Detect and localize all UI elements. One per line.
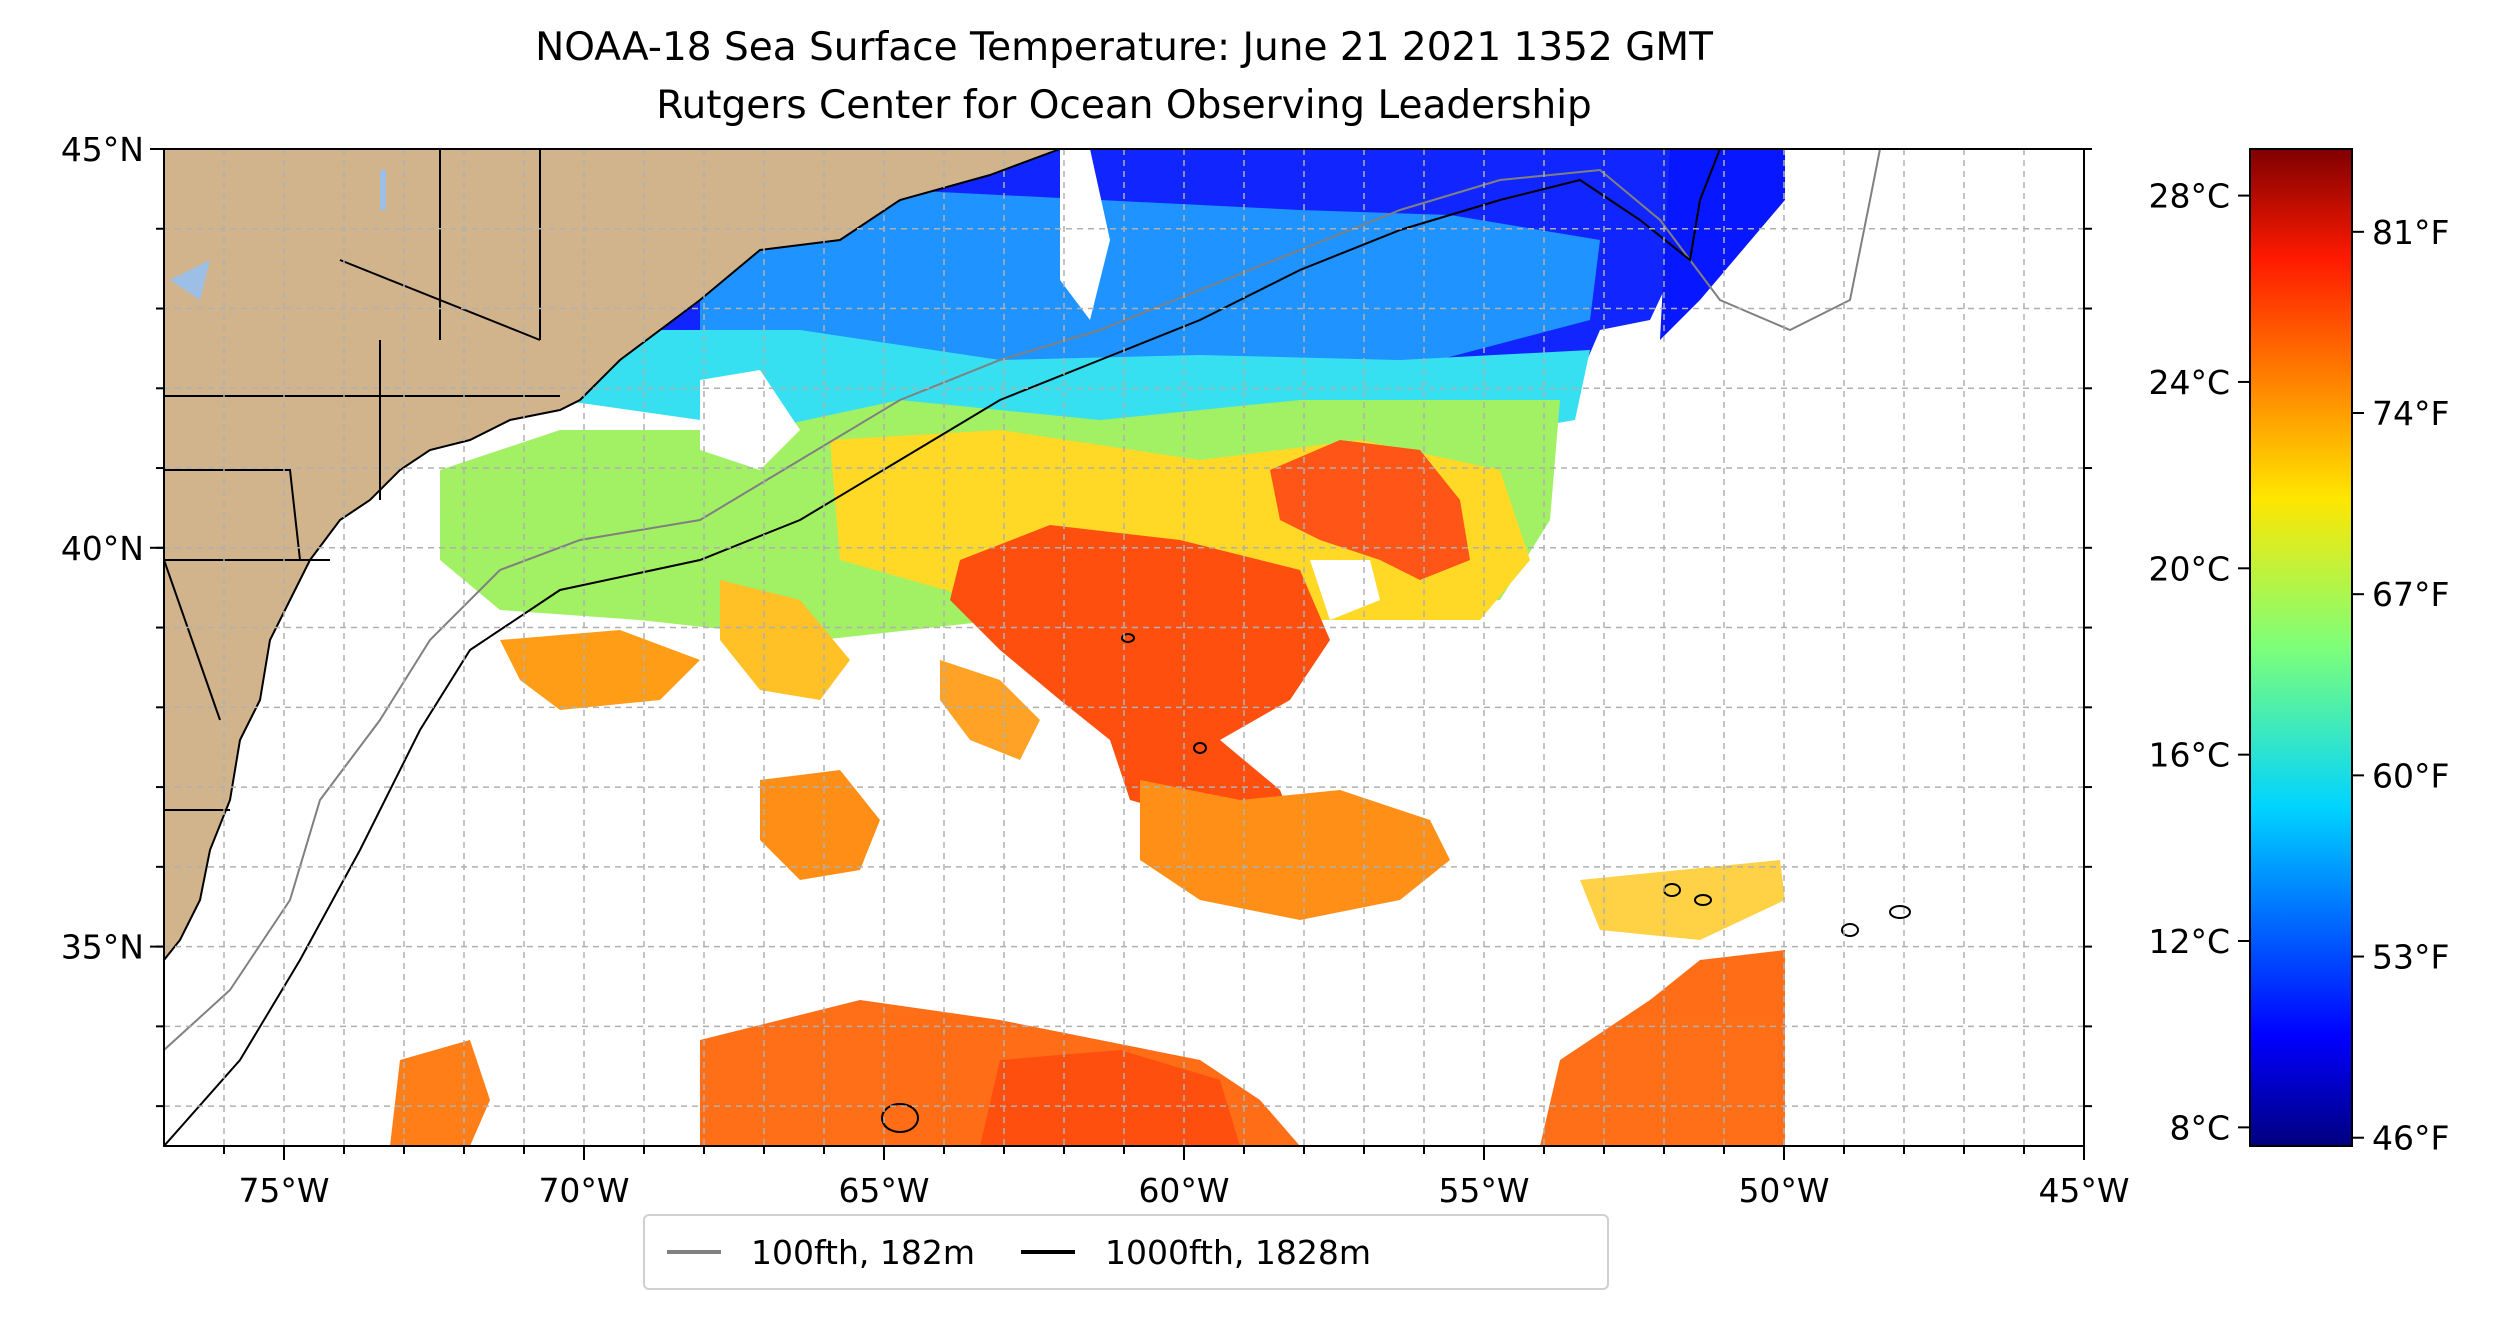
sst-patch xyxy=(390,1040,490,1146)
colorbar-ticks: 8°C 12°C 16°C 20°C 24°C 28°C 46°F 53°F 60°F 67°F 7… xyxy=(2148,177,2449,1158)
legend-item-1000fth: 1000fth, 1828m xyxy=(1021,1233,1371,1272)
sst-patch xyxy=(940,660,1040,760)
legend-swatch-gray xyxy=(667,1250,721,1254)
legend-swatch-black xyxy=(1021,1250,1075,1254)
cloud-gap xyxy=(1060,149,1110,320)
celsius-tick-label: 24°C xyxy=(2148,363,2230,402)
title-line-1: NOAA-18 Sea Surface Temperature: June 21… xyxy=(535,25,1713,70)
isobath-1000fth xyxy=(164,149,1721,1146)
y-tick-label: 35°N xyxy=(61,928,144,967)
map-area xyxy=(164,149,2084,1146)
legend-item-100fth: 100fth, 182m xyxy=(667,1233,975,1272)
x-tick-label: 55°W xyxy=(1438,1171,1529,1210)
sst-gulf-stream-core xyxy=(950,525,1330,860)
fahrenheit-tick-label: 74°F xyxy=(2372,394,2449,433)
sst-warm-eddy-north xyxy=(1270,440,1470,580)
isobath-100fth xyxy=(164,149,1881,1051)
fahrenheit-tick-label: 81°F xyxy=(2372,213,2449,252)
lake xyxy=(380,170,386,210)
lake xyxy=(170,260,210,300)
land-north-america xyxy=(164,149,1061,962)
y-tick-label: 40°N xyxy=(61,529,144,568)
celsius-tick-label: 28°C xyxy=(2148,177,2230,216)
x-tick-label: 65°W xyxy=(838,1171,929,1210)
sst-south-hot xyxy=(980,1050,1240,1146)
x-tick-label: 75°W xyxy=(238,1171,329,1210)
x-tick-label: 60°W xyxy=(1138,1171,1229,1210)
sst-imagery xyxy=(390,149,2084,1146)
sst-patch xyxy=(720,580,850,700)
sst-patch xyxy=(1580,860,1785,940)
graticule xyxy=(164,149,2084,1146)
fahrenheit-tick-label: 67°F xyxy=(2372,575,2449,614)
fahrenheit-tick-label: 60°F xyxy=(2372,756,2449,795)
cloud-gap xyxy=(1310,560,1380,620)
colorbar xyxy=(2249,148,2353,1147)
sst-patch xyxy=(500,630,700,710)
celsius-tick-label: 8°C xyxy=(2169,1108,2230,1147)
no-data-east xyxy=(1785,149,2084,1146)
celsius-tick-label: 16°C xyxy=(2148,736,2230,775)
fahrenheit-tick-label: 53°F xyxy=(2372,938,2449,977)
x-tick-label: 70°W xyxy=(538,1171,629,1210)
sst-patch xyxy=(760,770,880,880)
y-tick-label: 45°N xyxy=(61,130,144,169)
sst-warm-south xyxy=(1140,780,1450,920)
cloud-gap xyxy=(700,370,800,470)
legend-label: 1000fth, 1828m xyxy=(1105,1232,1371,1272)
celsius-tick-label: 20°C xyxy=(2148,549,2230,588)
celsius-tick-label: 12°C xyxy=(2148,922,2230,961)
map-axes: 75°W 70°W 65°W 60°W 55°W 50°W 45°W 35°N 40°N 45°N xyxy=(61,130,2130,1210)
title-line-2: Rutgers Center for Ocean Observing Leade… xyxy=(656,83,1592,128)
sst-cold-east xyxy=(1660,149,1785,340)
sst-cool-band xyxy=(700,190,1600,380)
fahrenheit-tick-label: 46°F xyxy=(2372,1119,2449,1158)
legend-label: 100fth, 182m xyxy=(751,1232,975,1272)
x-tick-label: 50°W xyxy=(1738,1171,1829,1210)
x-tick-label: 45°W xyxy=(2038,1171,2129,1210)
isobath-legend: 100fth, 182m 1000fth, 1828m xyxy=(643,1214,1609,1290)
